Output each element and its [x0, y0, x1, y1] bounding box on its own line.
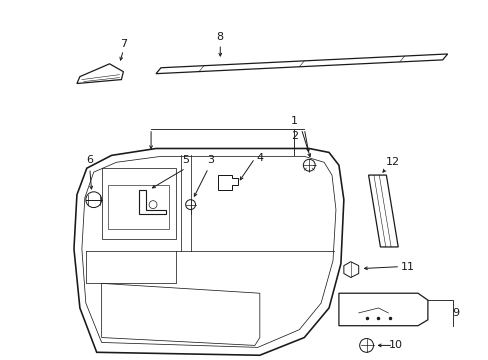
Text: 11: 11	[400, 262, 414, 272]
Text: 2: 2	[290, 131, 297, 141]
Text: 3: 3	[206, 155, 213, 165]
Text: 9: 9	[451, 308, 458, 318]
Text: 10: 10	[388, 341, 403, 350]
Text: 7: 7	[120, 39, 127, 49]
Text: 8: 8	[216, 32, 224, 42]
Text: 5: 5	[182, 155, 189, 165]
Text: 1: 1	[290, 116, 297, 126]
Text: 12: 12	[386, 157, 400, 167]
Text: 6: 6	[86, 155, 93, 165]
Text: 4: 4	[256, 153, 263, 163]
